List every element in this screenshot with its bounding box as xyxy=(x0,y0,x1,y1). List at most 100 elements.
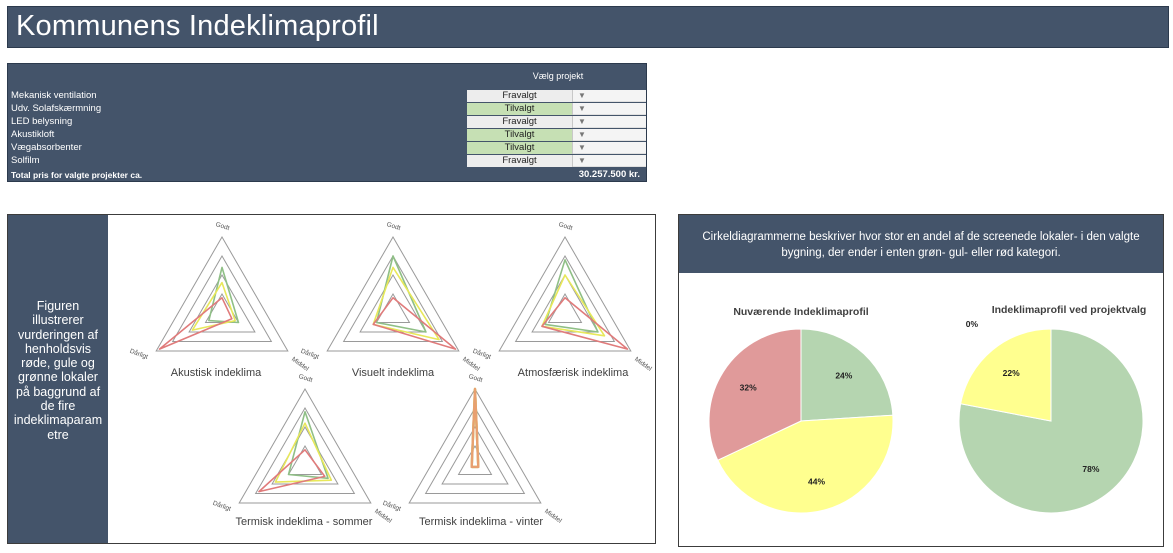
radar-grid xyxy=(188,274,256,333)
pie-slice xyxy=(708,328,802,461)
choose-project-header: Vælg projekt xyxy=(532,71,584,81)
chevron-down-icon[interactable]: ▼ xyxy=(578,91,586,100)
pie-description: Cirkeldiagrammerne beskriver hvor stor e… xyxy=(702,231,1140,259)
pie-data-label: 24% xyxy=(835,370,852,380)
radar-axis-label: Dårligt xyxy=(382,499,403,513)
pie-description-box: Cirkeldiagrammerne beskriver hvor stor e… xyxy=(679,215,1163,273)
project-label: Solfilm xyxy=(11,155,40,166)
project-select[interactable]: Fravalgt xyxy=(467,116,573,128)
radar-grid xyxy=(514,254,616,342)
chevron-down-icon[interactable]: ▼ xyxy=(578,104,586,113)
project-row: Solfilm Fravalgt ▼ xyxy=(8,155,646,168)
radar-grid xyxy=(171,255,273,342)
radar-series-red xyxy=(541,297,629,350)
radar-chart: Godt Dårligt Middel Akustisk indeklima xyxy=(129,221,311,379)
total-price-label: Total pris for valgte projekter ca. xyxy=(11,170,143,180)
radar-series-red xyxy=(158,297,233,350)
pie-chart: 24% 44% 32% Nuværende Indeklimaprofil xyxy=(708,306,894,514)
chevron-down-icon[interactable]: ▼ xyxy=(578,143,586,152)
radar-chart-title: Atmosfærisk indeklima xyxy=(518,367,630,379)
radar-grid xyxy=(424,406,526,494)
radar-axis-label: Middel xyxy=(461,356,481,373)
radar-axis-label: Dårligt xyxy=(472,347,493,361)
project-label: Vægabsorbenter xyxy=(11,142,82,153)
project-select[interactable]: Fravalgt xyxy=(467,90,573,102)
radar-axis-label: Middel xyxy=(633,356,653,373)
radar-axis-label: Middel xyxy=(373,508,393,525)
project-label: Udv. Solafskærmning xyxy=(11,103,102,114)
radar-grid xyxy=(254,407,356,494)
project-dropdown[interactable]: ▼ xyxy=(573,116,646,128)
chevron-down-icon[interactable]: ▼ xyxy=(578,130,586,139)
radar-axis-label: Godt xyxy=(558,221,574,232)
pie-data-label: 78% xyxy=(1082,464,1099,474)
radar-description: Figuren illustrerer vurderingen af henho… xyxy=(13,299,103,442)
project-dropdown[interactable]: ▼ xyxy=(573,142,646,154)
radar-axis-label: Middel xyxy=(290,356,310,373)
pie-charts: 24% 44% 32% Nuværende Indeklimaprofil 78% 22%… xyxy=(708,304,1147,514)
project-dropdown[interactable]: ▼ xyxy=(573,155,646,167)
radar-series-red xyxy=(258,449,326,493)
radar-panel: Figuren illustrerer vurderingen af henho… xyxy=(7,214,656,544)
project-row: Mekanisk ventilation Fravalgt ▼ xyxy=(8,90,646,103)
radar-description-box: Figuren illustrerer vurderingen af henho… xyxy=(8,215,108,543)
pie-data-label: 32% xyxy=(740,382,757,392)
project-select[interactable]: Tilvalgt xyxy=(467,103,573,115)
radar-axis-label: Dårligt xyxy=(212,499,233,513)
radar-axis-label: Godt xyxy=(298,373,314,384)
project-label: Mekanisk ventilation xyxy=(11,90,97,101)
project-selection-table: Vælg projekt Mekanisk ventilation Fraval… xyxy=(7,63,647,182)
pie-panel: Cirkeldiagrammerne beskriver hvor stor e… xyxy=(678,214,1164,547)
chevron-down-icon[interactable]: ▼ xyxy=(578,117,586,126)
project-label: Akustikloft xyxy=(11,129,55,140)
project-label: LED belysning xyxy=(11,116,73,127)
pie-slice xyxy=(960,328,1052,422)
radar-axis-label: Godt xyxy=(468,373,484,384)
project-select[interactable]: Tilvalgt xyxy=(467,142,573,154)
project-row: Vægabsorbenter Tilvalgt ▼ xyxy=(8,142,646,155)
radar-grid xyxy=(441,426,509,485)
project-dropdown[interactable]: ▼ xyxy=(573,90,646,102)
radar-series-red xyxy=(372,297,457,350)
radar-series-yellow xyxy=(541,274,606,337)
radar-grid xyxy=(531,274,599,333)
project-select[interactable]: Tilvalgt xyxy=(467,129,573,141)
pie-slice xyxy=(958,328,1144,514)
radar-series-yellow xyxy=(372,266,440,341)
pie-data-label: 0% xyxy=(966,319,979,329)
radar-grid xyxy=(342,254,444,342)
pie-chart-title: Nuværende Indeklimaprofil xyxy=(733,306,868,318)
radar-series-red xyxy=(470,387,480,469)
total-price-value: 30.257.500 kr. xyxy=(578,169,640,180)
project-row: LED belysning Fravalgt ▼ xyxy=(8,116,646,129)
pie-chart-title: Indeklimaprofil ved projektvalg xyxy=(992,304,1147,316)
project-row: Akustikloft Tilvalgt ▼ xyxy=(8,129,646,142)
radar-axis-label: Dårligt xyxy=(129,347,150,361)
radar-series-green xyxy=(287,411,329,480)
pie-data-label: 44% xyxy=(808,477,825,487)
radar-grid xyxy=(457,444,493,475)
project-dropdown[interactable]: ▼ xyxy=(573,103,646,115)
pie-chart: 78% 22% 0% Indeklimaprofil ved projektvalg xyxy=(958,304,1147,514)
pie-data-label: 22% xyxy=(1003,368,1020,378)
chevron-down-icon[interactable]: ▼ xyxy=(578,156,586,165)
project-select[interactable]: Fravalgt xyxy=(467,155,573,167)
radar-chart-title: Akustisk indeklima xyxy=(171,367,262,379)
radar-grid xyxy=(238,388,372,504)
page-header: Kommunens Indeklimaprofil xyxy=(7,6,1169,48)
radar-grid xyxy=(326,236,460,352)
radar-series-green xyxy=(544,258,599,333)
radar-axis-label: Middel xyxy=(543,508,563,525)
radar-axis-label: Godt xyxy=(386,221,402,232)
radar-chart-title: Termisk indeklima - vinter xyxy=(419,516,543,528)
page-title: Kommunens Indeklimaprofil xyxy=(16,10,379,42)
pie-slice xyxy=(800,328,894,422)
radar-grid xyxy=(408,388,542,504)
radar-grid xyxy=(155,236,289,352)
project-dropdown[interactable]: ▼ xyxy=(573,129,646,141)
radar-axis-label: Dårligt xyxy=(300,347,321,361)
